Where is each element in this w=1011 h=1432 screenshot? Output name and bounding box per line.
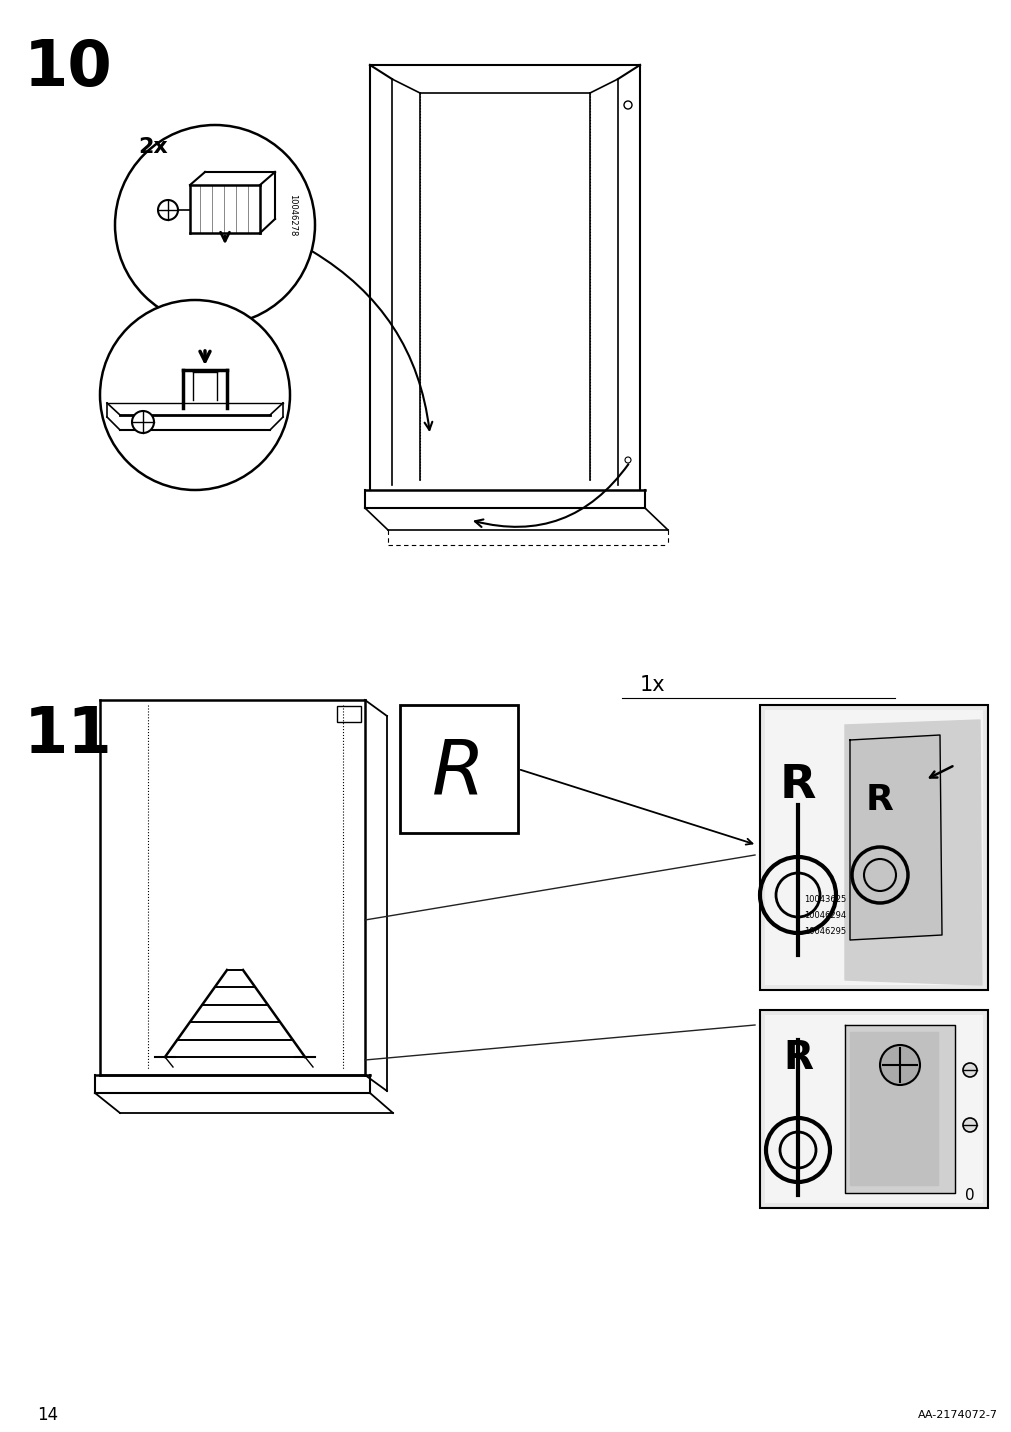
Polygon shape: [844, 1025, 954, 1193]
Circle shape: [100, 299, 290, 490]
Text: 10: 10: [23, 37, 112, 99]
Polygon shape: [844, 720, 981, 985]
Bar: [764, 710, 982, 985]
FancyArrowPatch shape: [520, 770, 752, 845]
Circle shape: [131, 411, 154, 432]
Text: 0: 0: [964, 1189, 974, 1203]
Bar: [399, 705, 518, 833]
Polygon shape: [849, 735, 941, 939]
Text: 2x: 2x: [137, 137, 168, 158]
Bar: [759, 1010, 987, 1209]
Bar: [337, 706, 361, 722]
Bar: [764, 1015, 982, 1203]
Text: AA-2174072-7: AA-2174072-7: [917, 1411, 997, 1421]
Circle shape: [962, 1118, 976, 1133]
Text: 10043625: 10043625: [803, 895, 845, 905]
Text: R: R: [779, 762, 816, 808]
Text: 1x: 1x: [640, 674, 665, 695]
Text: 11: 11: [23, 705, 112, 766]
Circle shape: [115, 125, 314, 325]
Bar: [759, 705, 987, 990]
Circle shape: [158, 200, 178, 221]
FancyArrowPatch shape: [312, 252, 432, 430]
Text: R: R: [783, 1040, 812, 1077]
Text: 10046295: 10046295: [803, 928, 845, 937]
Text: R: R: [865, 783, 893, 818]
Polygon shape: [849, 1032, 937, 1186]
FancyArrowPatch shape: [474, 464, 628, 527]
Text: 10046294: 10046294: [803, 912, 845, 921]
Circle shape: [962, 1063, 976, 1077]
Text: 14: 14: [37, 1406, 59, 1423]
Text: R: R: [432, 737, 485, 811]
Text: 10046278: 10046278: [288, 193, 297, 236]
Circle shape: [880, 1045, 919, 1085]
FancyArrowPatch shape: [929, 766, 951, 778]
